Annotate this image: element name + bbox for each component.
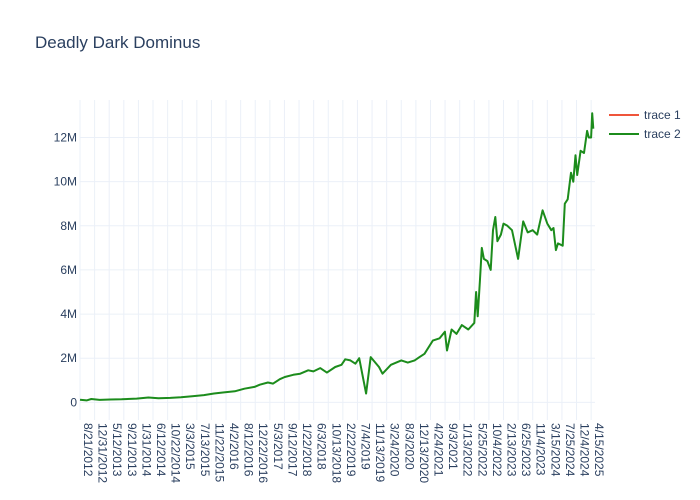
x-tick-label: 5/3/2017 [271, 423, 285, 470]
x-tick-label: 4/2/2016 [227, 423, 241, 470]
x-tick-labels: 8/21/2012 12/31/2012 5/12/2013 9/21/2013 1/3… [81, 423, 606, 483]
x-tick-label: 1/22/2018 [300, 423, 314, 477]
legend-label: trace 2 [644, 127, 681, 141]
x-tick-label: 7/4/2019 [358, 423, 372, 470]
x-tick-label: 4/24/2021 [431, 423, 445, 477]
x-tick-label: 10/22/2014 [169, 423, 183, 483]
x-tick-label: 9/21/2013 [125, 423, 139, 477]
legend-label: trace 1 [644, 108, 681, 122]
x-tick-label: 2/22/2019 [344, 423, 358, 477]
chart-title: Deadly Dark Dominus [35, 33, 201, 52]
series-lines [79, 112, 595, 402]
x-tick-label: 7/25/2024 [563, 423, 577, 477]
y-tick-label: 8M [60, 219, 77, 233]
x-tick-label: 8/3/2020 [402, 423, 416, 470]
x-tick-label: 1/13/2022 [461, 423, 475, 477]
legend[interactable]: trace 1 trace 2 [609, 108, 681, 141]
x-tick-label: 10/13/2018 [329, 423, 343, 483]
x-tick-label: 8/12/2016 [242, 423, 256, 477]
x-tick-label: 3/15/2024 [548, 423, 562, 477]
x-tick-label: 2/13/2023 [505, 423, 519, 477]
x-tick-label: 5/25/2022 [475, 423, 489, 477]
y-tick-label: 12M [54, 131, 77, 145]
legend-item-trace-2[interactable]: trace 2 [609, 127, 681, 141]
x-tick-label: 4/15/2025 [592, 423, 606, 477]
x-tick-label: 10/4/2022 [490, 423, 504, 477]
y-tick-label: 10M [54, 175, 77, 189]
series-line-trace-2 [79, 112, 595, 402]
x-tick-label: 3/24/2020 [388, 423, 402, 477]
x-tick-label: 6/3/2018 [315, 423, 329, 470]
x-tick-label: 1/31/2014 [139, 423, 153, 477]
x-tick-label: 11/4/2023 [534, 423, 548, 476]
x-tick-label: 12/4/2024 [578, 423, 592, 477]
x-tick-label: 7/13/2015 [198, 423, 212, 477]
x-tick-label: 8/21/2012 [81, 423, 95, 477]
x-tick-label: 6/25/2023 [519, 423, 533, 477]
x-tick-label: 6/12/2014 [154, 423, 168, 477]
y-tick-label: 2M [60, 351, 77, 365]
y-tick-label: 4M [60, 307, 77, 321]
x-tick-label: 12/31/2012 [96, 423, 110, 483]
x-tick-label: 3/3/2015 [183, 423, 197, 470]
x-tick-label: 9/3/2021 [446, 423, 460, 470]
gridlines [79, 100, 595, 420]
x-tick-label: 5/12/2013 [110, 423, 124, 477]
y-tick-labels: 0 2M 4M 6M 8M 10M 12M [54, 131, 78, 410]
x-tick-label: 12/22/2016 [256, 423, 270, 483]
x-tick-label: 9/12/2017 [285, 423, 299, 477]
y-tick-label: 0 [70, 395, 77, 409]
legend-item-trace-1[interactable]: trace 1 [609, 108, 681, 122]
x-tick-label: 12/13/2020 [417, 423, 431, 483]
y-tick-label: 6M [60, 263, 77, 277]
x-tick-label: 11/13/2019 [373, 423, 387, 482]
x-tick-label: 11/22/2015 [212, 423, 226, 482]
